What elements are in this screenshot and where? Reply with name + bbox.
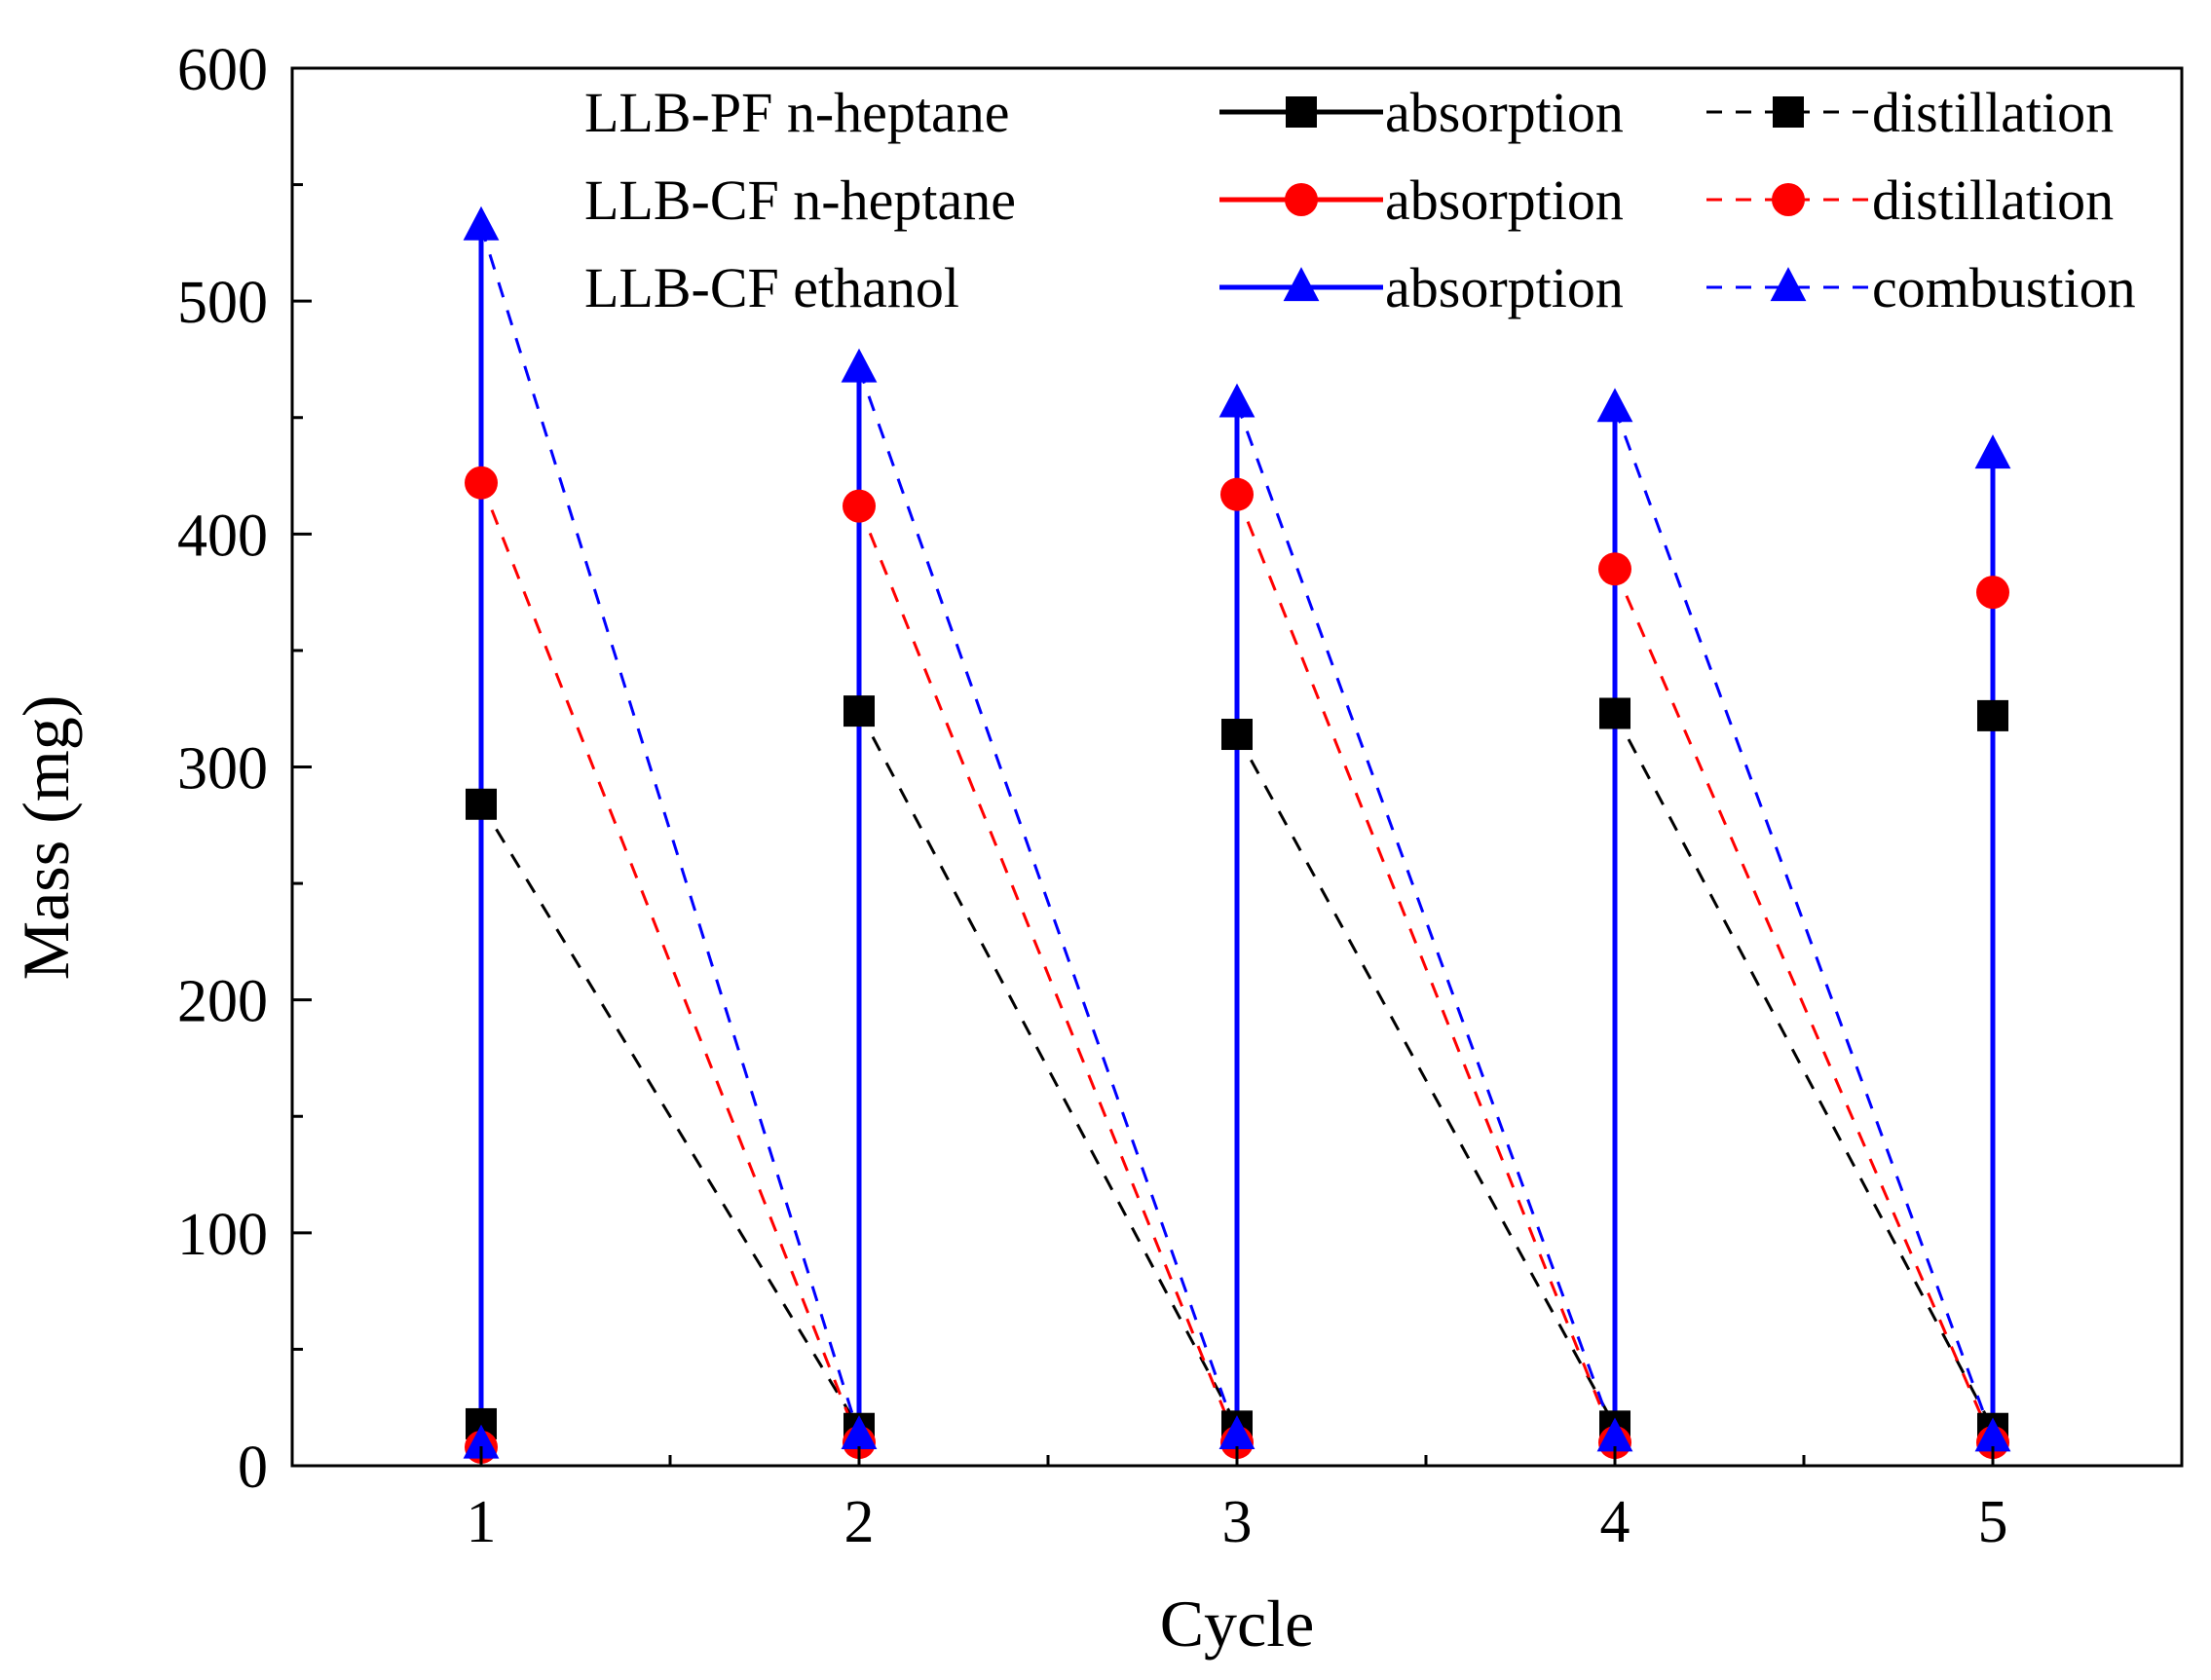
llb-pf-n-heptane-point-high	[1599, 697, 1630, 728]
y-tick-label: 600	[177, 37, 268, 103]
llb-cf-n-heptane-distillation-line	[859, 506, 1237, 1442]
chart-svg: 0 100 200 300 400 500 600 1 2 3 4 5 LLB-PF n-heptan…	[0, 0, 2211, 1675]
llb-cf-ethanol-combustion-line	[481, 227, 859, 1436]
legend: LLB-PF n-heptane absorption distillation LL…	[584, 81, 2136, 319]
llb-pf-n-heptane-point-high	[843, 695, 875, 727]
axes-layer: 0 100 200 300 400 500 600 1 2 3 4 5	[177, 37, 2008, 1555]
llb-pf-n-heptane-point-high	[1977, 700, 2008, 731]
llb-cf-n-heptane-distillation-line	[1237, 495, 1615, 1442]
llb-cf-n-heptane-point-high	[1598, 552, 1631, 585]
llb-cf-n-heptane-point-high	[1220, 478, 1254, 511]
y-axis-label: Mass (mg)	[9, 695, 83, 981]
llb-cf-n-heptane-distillation-line	[1615, 569, 1993, 1442]
llb-cf-ethanol-point-high	[1219, 384, 1255, 418]
legend-absorption-marker	[1286, 96, 1317, 128]
llb-cf-ethanol-point-high	[464, 206, 500, 241]
legend-absorption-marker	[1285, 183, 1318, 216]
legend-absorption-label: absorption	[1385, 168, 1624, 232]
legend-group-label: LLB-CF n-heptane	[584, 168, 1016, 232]
llb-cf-ethanol-point-high	[842, 349, 878, 383]
legend-removal-label: combustion	[1872, 256, 2136, 319]
llb-cf-ethanol-point-high	[1975, 434, 2011, 468]
llb-cf-ethanol-combustion-line	[1615, 408, 1993, 1437]
y-tick-label: 0	[238, 1435, 268, 1501]
llb-pf-n-heptane-distillation-line	[1237, 734, 1615, 1426]
llb-cf-ethanol-combustion-line	[859, 369, 1237, 1436]
x-tick-label: 4	[1600, 1489, 1630, 1555]
y-tick-label: 300	[177, 736, 268, 803]
llb-pf-n-heptane-point-high	[466, 789, 497, 820]
legend-absorption-label: absorption	[1385, 81, 1624, 144]
y-tick-label: 500	[177, 270, 268, 336]
y-tick-label: 100	[177, 1202, 268, 1268]
legend-removal-label: distillation	[1872, 168, 2114, 232]
llb-pf-n-heptane-point-high	[1221, 719, 1253, 750]
x-axis-label: Cycle	[1160, 1587, 1315, 1661]
legend-removal-marker	[1772, 183, 1805, 216]
x-tick-label: 1	[467, 1489, 497, 1555]
llb-cf-n-heptane-point-high	[1976, 576, 2009, 609]
llb-pf-n-heptane-distillation-line	[1615, 713, 1993, 1428]
llb-cf-ethanol-point-high	[1597, 388, 1633, 422]
x-tick-label: 5	[1978, 1489, 2008, 1555]
x-tick-label: 2	[844, 1489, 875, 1555]
legend-absorption-marker	[1284, 267, 1320, 301]
chart: 0 100 200 300 400 500 600 1 2 3 4 5 LLB-PF n-heptan…	[0, 0, 2211, 1675]
y-tick-label: 400	[177, 503, 268, 569]
llb-cf-ethanol-combustion-line	[1237, 403, 1615, 1437]
llb-pf-n-heptane-distillation-line	[859, 711, 1237, 1426]
legend-removal-marker	[1771, 267, 1807, 301]
legend-removal-label: distillation	[1872, 81, 2114, 144]
llb-cf-n-heptane-distillation-line	[481, 483, 859, 1442]
legend-group-label: LLB-PF n-heptane	[584, 81, 1010, 144]
legend-removal-marker	[1773, 96, 1804, 128]
x-tick-label: 3	[1222, 1489, 1253, 1555]
llb-cf-n-heptane-point-high	[843, 490, 876, 523]
legend-group-label: LLB-CF ethanol	[584, 256, 959, 319]
y-tick-label: 200	[177, 969, 268, 1035]
llb-pf-n-heptane-distillation-line	[481, 804, 859, 1429]
legend-absorption-label: absorption	[1385, 256, 1624, 319]
llb-cf-n-heptane-point-high	[465, 467, 498, 500]
